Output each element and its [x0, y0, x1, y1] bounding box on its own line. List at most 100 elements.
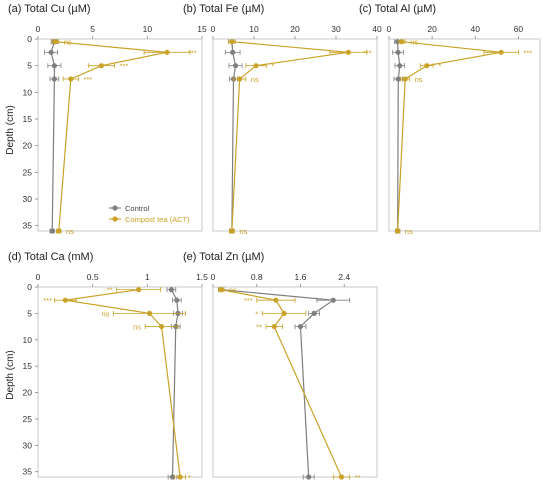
data-point-compost-b-0: [229, 39, 235, 45]
data-point-compost-c-4: [395, 228, 401, 234]
series-line-control-e: [221, 289, 335, 478]
x-tick-label-e-0: 0: [211, 272, 216, 282]
x-tick-label-d-1: 0.5: [87, 272, 99, 282]
significance-label-b-1: ***: [363, 48, 372, 57]
x-tick-label-d-2: 1: [145, 272, 150, 282]
significance-label-d-4: *: [188, 473, 191, 482]
significance-label-c-2: *: [438, 62, 441, 71]
data-point-control-e-4: [306, 474, 312, 480]
x-tick-label-a-0: 0: [36, 24, 41, 34]
y-tick-label-a-0: 0: [27, 34, 32, 44]
data-point-control-c-1: [395, 49, 401, 55]
y-tick-label-a-4: 20: [23, 141, 33, 151]
data-point-compost-a-1: [164, 49, 170, 55]
significance-label-e-1: ***: [244, 296, 253, 305]
data-point-compost-d-3: [158, 323, 165, 330]
data-point-control-a-4: [49, 228, 55, 234]
panel-title-a: (a) Total Cu (µM): [8, 3, 91, 15]
data-point-compost-e-1: [273, 297, 279, 303]
data-point-compost-e-3: [271, 323, 277, 330]
data-point-control-a-3: [51, 76, 58, 82]
data-point-compost-c-2: [424, 63, 430, 69]
y-tick-label-a-7: 35: [23, 221, 33, 231]
y-tick-label-a-5: 25: [23, 167, 33, 177]
data-point-compost-c-1: [498, 49, 504, 55]
panel-title-b: (b) Total Fe (µM): [183, 3, 264, 15]
data-point-control-b-1: [230, 49, 236, 55]
legend-compost-marker: [112, 216, 118, 222]
series-line-control-a: [50, 41, 56, 232]
x-tick-label-d-0: 0: [36, 272, 41, 282]
legend: Control Compost tea (ACT): [109, 204, 190, 224]
data-point-compost-b-3: [237, 76, 243, 82]
x-tick-label-c-1: 20: [427, 24, 437, 34]
data-point-control-b-2: [232, 63, 239, 69]
data-point-compost-d-2: [146, 310, 153, 316]
series-line-compost-c: [397, 41, 502, 232]
data-point-compost-c-3: [402, 76, 408, 82]
data-point-compost-a-0: [52, 39, 59, 45]
y-tick-label-d-1: 5: [27, 308, 32, 318]
panel-a: (a) Total Cu (µM) 0 5 10 15 0 5 10 15 20 25 30 35 ns *…: [8, 3, 207, 236]
y-tick-label-d-0: 0: [27, 282, 32, 292]
significance-label-e-2: *: [255, 309, 258, 318]
significance-label-a-0: ns: [64, 38, 72, 47]
series-line-compost-b: [231, 41, 349, 232]
x-tick-label-c-0: 0: [387, 24, 392, 34]
data-point-control-c-2: [397, 63, 403, 69]
significance-label-e-3: **: [256, 323, 262, 332]
data-point-compost-a-2: [98, 63, 105, 69]
panel-d: (d) Total Ca (mM) 0 0.5 1 1.5 0 5 10 15 20 25 30 35 *…: [8, 251, 208, 482]
data-point-compost-c-0: [399, 39, 405, 45]
x-tick-label-c-3: 60: [514, 24, 524, 34]
data-point-control-a-2: [51, 63, 58, 69]
y-tick-label-a-2: 10: [23, 87, 33, 97]
data-point-compost-a-3: [68, 76, 74, 82]
data-point-control-d-1: [174, 297, 180, 303]
x-tick-label-b-4: 40: [372, 24, 382, 34]
significance-label-c-0: ns: [410, 38, 418, 47]
plot-frame-d: [37, 286, 203, 478]
x-tick-label-a-2: 10: [143, 24, 153, 34]
panel-title-e: (e) Total Zn (µM): [183, 251, 264, 263]
data-point-compost-d-1: [62, 297, 68, 303]
x-tick-label-e-3: 2.4: [338, 272, 350, 282]
significance-label-a-3: ***: [83, 75, 92, 84]
y-tick-label-d-4: 20: [23, 388, 33, 398]
data-point-control-e-3: [297, 323, 304, 330]
y-tick-label-a-3: 15: [23, 114, 33, 124]
significance-label-b-3: ns: [251, 75, 259, 84]
significance-label-e-4: **: [355, 473, 361, 482]
y-tick-label-d-7: 35: [23, 467, 33, 477]
panel-title-d: (d) Total Ca (mM): [8, 251, 93, 263]
plot-frame-b: [212, 38, 378, 232]
x-tick-label-b-1: 10: [249, 24, 259, 34]
plot-frame-e: [212, 286, 378, 478]
significance-label-a-2: ***: [120, 62, 129, 71]
data-point-control-e-1: [330, 297, 336, 303]
y-axis-label-bottom: Depth (cm): [5, 350, 16, 399]
x-tick-label-b-3: 30: [331, 24, 341, 34]
panel-e: (e) Total Zn (µM)0 0.8 1.6 2.4ns********: [183, 251, 378, 482]
series-line-compost-a: [55, 41, 168, 232]
x-tick-label-a-1: 5: [90, 24, 95, 34]
significance-label-b-2: *: [271, 62, 274, 71]
significance-label-d-2: ns: [102, 309, 110, 318]
significance-label-e-0: ns: [229, 286, 237, 295]
significance-label-b-4: ns: [239, 227, 247, 236]
x-tick-label-b-0: 0: [211, 24, 216, 34]
y-axis-label-top: Depth (cm): [5, 105, 16, 154]
x-tick-label-c-2: 40: [471, 24, 481, 34]
significance-label-c-3: ns: [414, 75, 422, 84]
legend-control-marker: [112, 205, 118, 211]
significance-label-a-1: ***: [188, 48, 197, 57]
panels: (a) Total Cu (µM)0 5 10 1505101520253035ns*…: [8, 3, 541, 482]
x-tick-label-a-3: 15: [197, 24, 207, 34]
data-point-control-a-1: [48, 49, 54, 55]
data-point-compost-b-1: [345, 49, 351, 55]
x-tick-label-e-1: 0.8: [251, 272, 263, 282]
data-point-compost-d-0: [135, 287, 142, 293]
